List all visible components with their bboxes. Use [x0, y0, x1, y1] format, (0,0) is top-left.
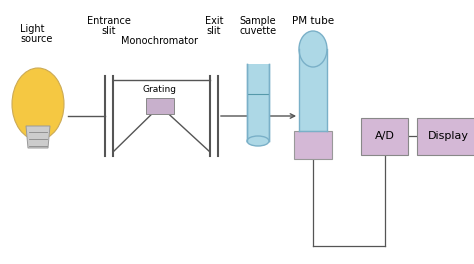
Text: Display: Display — [428, 131, 468, 141]
FancyBboxPatch shape — [146, 98, 174, 114]
Ellipse shape — [12, 68, 64, 140]
Text: Sample: Sample — [240, 16, 276, 26]
Text: slit: slit — [102, 26, 116, 36]
FancyBboxPatch shape — [294, 131, 332, 159]
Text: source: source — [20, 34, 52, 44]
Text: Light: Light — [20, 24, 45, 34]
FancyBboxPatch shape — [299, 49, 327, 131]
Ellipse shape — [299, 31, 327, 67]
FancyBboxPatch shape — [362, 117, 409, 154]
FancyBboxPatch shape — [418, 117, 474, 154]
Text: slit: slit — [207, 26, 221, 36]
Text: cuvette: cuvette — [239, 26, 276, 36]
Text: Exit: Exit — [205, 16, 223, 26]
Text: Grating: Grating — [143, 85, 177, 94]
Text: A/D: A/D — [375, 131, 395, 141]
Text: Monochromator: Monochromator — [121, 36, 199, 46]
Text: PM tube: PM tube — [292, 16, 334, 26]
Ellipse shape — [247, 136, 269, 146]
FancyBboxPatch shape — [247, 64, 269, 141]
Polygon shape — [26, 126, 50, 148]
Text: Entrance: Entrance — [87, 16, 131, 26]
